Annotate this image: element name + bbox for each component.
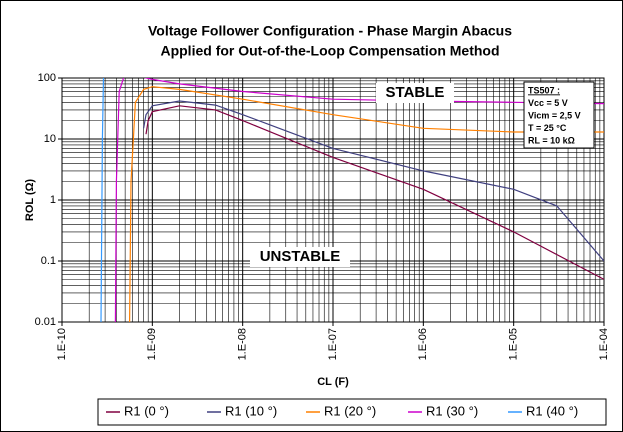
y-tick-label: 10 xyxy=(44,133,56,145)
legend-label: R1 (10 °) xyxy=(225,403,277,418)
info-text: Vicm = 2,5 V xyxy=(528,110,581,120)
x-tick-label: 1.E-09 xyxy=(146,328,158,360)
info-text: Vcc = 5 V xyxy=(528,98,568,108)
annotation-bg xyxy=(376,83,454,103)
info-text: RL = 10 kΩ xyxy=(528,135,575,145)
x-tick-label: 1.E-08 xyxy=(237,328,249,360)
legend-label: R1 (40 °) xyxy=(526,403,578,418)
series-line xyxy=(100,78,105,322)
series-line xyxy=(145,105,604,280)
x-tick-label: 1.E-05 xyxy=(508,328,520,360)
y-tick-label: 0.01 xyxy=(35,316,56,328)
x-tick-label: 1.E-10 xyxy=(56,328,68,360)
legend-label: R1 (20 °) xyxy=(324,403,376,418)
y-tick-label: 0.1 xyxy=(41,255,56,267)
x-axis-title: CL (F) xyxy=(317,376,349,388)
x-tick-label: 1.E-06 xyxy=(417,328,429,360)
x-tick-label: 1.E-04 xyxy=(598,328,610,360)
legend-label: R1 (0 °) xyxy=(124,403,169,418)
y-tick-label: 100 xyxy=(38,72,56,84)
info-text: TS507 : xyxy=(528,85,560,95)
annotation-bg xyxy=(250,247,350,267)
x-tick-label: 1.E-07 xyxy=(327,328,339,360)
y-axis-title: ROL (Ω) xyxy=(24,179,36,222)
y-tick-label: 1 xyxy=(50,194,56,206)
series-line xyxy=(143,100,604,262)
annotation: UNSTABLE xyxy=(260,248,341,265)
info-box xyxy=(523,81,595,149)
info-text: T = 25 °C xyxy=(528,123,567,133)
series-line xyxy=(129,86,604,322)
chart-title: Voltage Follower Configuration - Phase M… xyxy=(148,23,512,39)
annotation: STABLE xyxy=(386,84,445,101)
legend-label: R1 (30 °) xyxy=(426,403,478,418)
chart-title: Applied for Out-of-the-Loop Compensation… xyxy=(160,43,499,59)
